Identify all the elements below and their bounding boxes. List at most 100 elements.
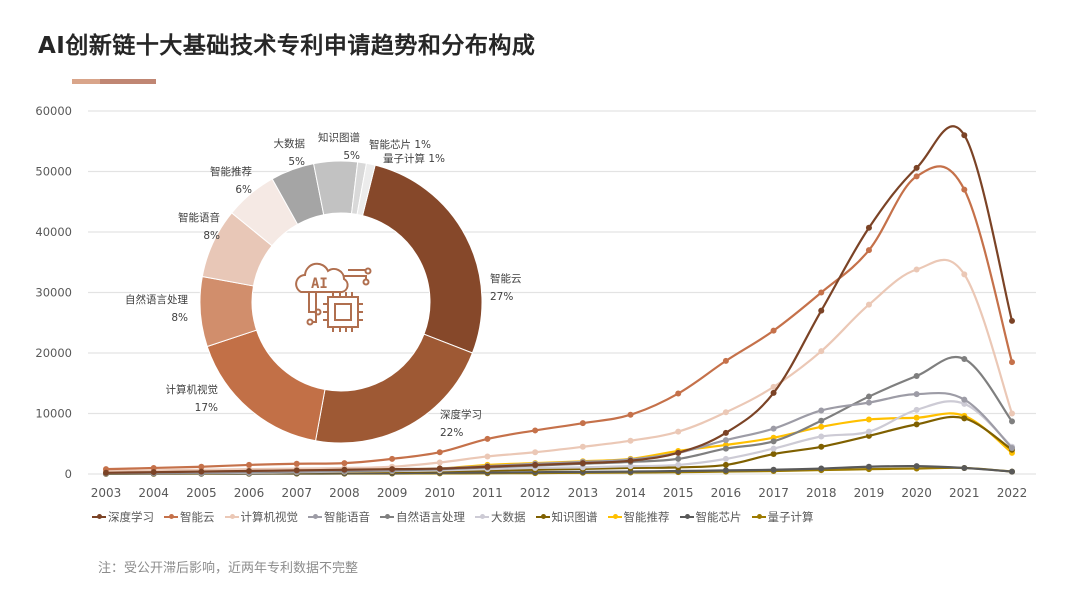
data-point [961, 396, 968, 403]
title-underline [72, 79, 122, 84]
data-point [770, 445, 777, 452]
data-point [865, 247, 872, 254]
x-tick-label: 2016 [711, 486, 742, 500]
data-point [818, 307, 825, 314]
x-tick-label: 2005 [186, 486, 217, 500]
legend-marker-icon [607, 514, 622, 519]
data-point [341, 466, 348, 473]
data-point [770, 425, 777, 432]
x-tick-label: 2014 [615, 486, 646, 500]
data-point [246, 467, 253, 474]
legend-item: 智能推荐 [607, 509, 670, 525]
y-tick-label: 20000 [35, 346, 72, 360]
donut-label-nlp: 自然语言处理 8% [125, 294, 188, 324]
legend-item: 计算机视觉 [224, 509, 298, 525]
data-point [627, 411, 634, 418]
data-point [1009, 468, 1015, 475]
data-point [913, 414, 920, 421]
y-tick-label: 10000 [35, 407, 72, 421]
data-point [961, 464, 968, 471]
data-point [484, 463, 491, 470]
y-tick-label: 0 [65, 467, 72, 481]
data-point [722, 409, 729, 416]
x-tick-label: 2003 [91, 486, 122, 500]
x-tick-label: 2020 [901, 486, 932, 500]
data-point [436, 449, 443, 456]
data-point [818, 407, 825, 414]
legend-marker-icon [679, 514, 694, 519]
data-point [818, 417, 825, 424]
legend-item: 知识图谱 [535, 509, 598, 525]
data-point [436, 459, 443, 466]
legend-label: 深度学习 [108, 510, 154, 524]
data-point [913, 266, 920, 273]
data-point [770, 383, 777, 390]
data-point [103, 469, 109, 476]
data-point [865, 463, 872, 470]
legend-marker-icon [475, 514, 489, 519]
data-point [818, 289, 825, 296]
data-point [532, 461, 539, 468]
legend-label: 智能云 [180, 510, 215, 524]
donut-slice [361, 164, 483, 354]
y-tick-label: 30000 [35, 286, 72, 300]
data-point [913, 391, 920, 398]
series-line [105, 258, 1014, 473]
data-point [913, 173, 920, 180]
data-point [913, 463, 920, 470]
ai-icon-text: AI [311, 276, 328, 292]
data-point [198, 468, 205, 475]
x-tick-label: 2012 [520, 486, 551, 500]
data-point [818, 465, 825, 472]
data-point [627, 437, 634, 444]
donut-label-quantum: 量子计算 1% [383, 153, 446, 165]
data-point [865, 301, 872, 308]
x-tick-label: 2008 [329, 486, 360, 500]
data-point [198, 463, 205, 470]
x-tick-label: 2022 [997, 486, 1028, 500]
data-point [722, 461, 729, 468]
data-point [675, 428, 682, 435]
data-point [961, 400, 968, 407]
ai-cloud-chip-icon: AI [295, 262, 372, 332]
data-point [579, 443, 586, 450]
data-point [579, 460, 586, 467]
donut-chart [199, 160, 483, 444]
donut-label-kg: 知识图谱 5% [318, 132, 360, 162]
data-point [675, 461, 682, 468]
data-point [961, 271, 968, 278]
data-point [865, 224, 872, 231]
data-point [961, 186, 968, 193]
data-point [389, 455, 396, 462]
legend-label: 智能推荐 [623, 510, 670, 524]
x-tick-label: 2019 [854, 486, 885, 500]
legend-item: 智能云 [164, 509, 215, 525]
data-point [1009, 317, 1015, 324]
data-point [722, 455, 729, 462]
y-tick-label: 50000 [35, 165, 72, 179]
data-point [865, 416, 872, 423]
series-line [105, 125, 1014, 474]
y-tick-label: 40000 [35, 225, 72, 239]
legend-item: 量子计算 [751, 509, 814, 525]
y-tick-labels: 0 10000 20000 30000 40000 50000 60000 [35, 104, 72, 481]
legend-marker-icon [92, 514, 106, 519]
data-point [818, 443, 825, 450]
data-point [675, 455, 682, 462]
page-title: AI创新链十大基础技术专利申请趋势和分布构成 [38, 33, 536, 59]
data-point [675, 449, 682, 456]
x-tick-label: 2007 [281, 486, 312, 500]
chart-legend: 深度学习 智能云 计算机视觉 智能语音 自然语言处理 大数据 知识图谱 智能推荐 智能芯片 量子计… [92, 509, 818, 525]
data-point [722, 357, 729, 364]
data-point [627, 463, 634, 470]
legend-marker-icon [308, 514, 322, 519]
data-point [436, 465, 443, 472]
legend-marker-icon [535, 514, 550, 519]
y-tick-label: 60000 [35, 104, 72, 118]
x-tick-label: 2021 [949, 486, 980, 500]
data-point [913, 372, 920, 379]
data-point [627, 457, 634, 464]
donut-label-speech: 智能语音 8% [178, 212, 220, 242]
data-point [865, 428, 872, 435]
